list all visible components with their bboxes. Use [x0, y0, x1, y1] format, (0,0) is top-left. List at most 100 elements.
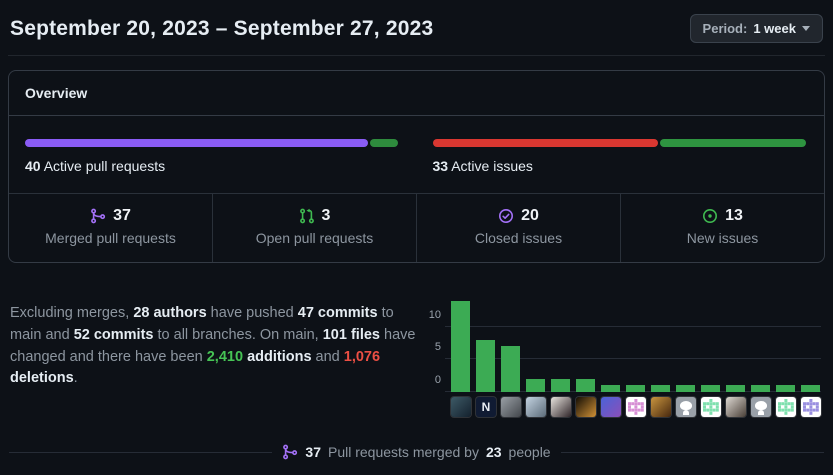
- active-issues-count: 33: [432, 158, 449, 174]
- commit-bar[interactable]: [626, 385, 645, 392]
- overview-panel: Overview 40 Active pull requests 33 Acti…: [8, 70, 825, 263]
- progress-segment-open: [370, 139, 399, 147]
- text-segment: Pull requests merged by: [328, 444, 479, 460]
- commit-bar[interactable]: [451, 300, 470, 392]
- contributor-avatar[interactable]: [801, 397, 821, 417]
- divider-line-left: [9, 451, 273, 453]
- y-axis-tick-label: 10: [428, 308, 441, 321]
- contributor-avatar[interactable]: N: [476, 397, 496, 417]
- overview-header: Overview: [9, 71, 824, 116]
- octocat-icon: [755, 401, 767, 410]
- commit-bar[interactable]: [601, 385, 620, 392]
- period-selector-button[interactable]: Period: 1 week: [689, 14, 823, 43]
- chart-plot-area: 0 5 10: [429, 294, 821, 392]
- bar-series: [451, 300, 820, 392]
- contributor-avatar[interactable]: [701, 397, 721, 417]
- progress-segment-closed: [432, 139, 659, 147]
- commit-bar[interactable]: [526, 378, 545, 392]
- contributor-avatar[interactable]: [651, 397, 671, 417]
- text-segment: 52 commits: [73, 326, 154, 343]
- contributor-avatar[interactable]: [526, 397, 546, 417]
- text-segment: have changed and there have been: [10, 326, 416, 365]
- stat-closed-issues[interactable]: 20 Closed issues: [416, 194, 620, 262]
- commit-bar[interactable]: [751, 385, 770, 392]
- git-merge-icon: [90, 208, 106, 224]
- commit-bar[interactable]: [701, 385, 720, 392]
- stat-label: Open pull requests: [255, 230, 374, 246]
- text-segment: 37: [305, 444, 321, 460]
- pull-requests-progress-bar: [25, 139, 401, 147]
- contributor-avatar[interactable]: [576, 397, 596, 417]
- identicon-pattern: [628, 399, 631, 402]
- text-segment: Excluding merges,: [10, 305, 134, 321]
- stat-merged-pull-requests[interactable]: 37 Merged pull requests: [9, 194, 212, 262]
- git-merge-icon: [282, 444, 298, 460]
- page-header: September 20, 2023 – September 27, 2023 …: [8, 10, 825, 56]
- contributor-avatar[interactable]: [601, 397, 621, 417]
- overview-stats: 37 Merged pull requests 3 Open pull request…: [9, 193, 824, 262]
- commit-bar[interactable]: [776, 385, 795, 392]
- progress-segment-new: [660, 139, 806, 147]
- contributor-avatar[interactable]: [751, 397, 771, 417]
- text-segment: 1,076: [343, 348, 381, 365]
- text-segment: to all branches. On main,: [153, 326, 323, 343]
- active-pull-requests-label: 40 Active pull requests: [25, 158, 166, 174]
- commit-bar[interactable]: [651, 385, 670, 392]
- commit-bar[interactable]: [676, 385, 695, 392]
- text-segment: 23: [485, 444, 502, 460]
- contributor-avatar[interactable]: [776, 397, 796, 417]
- stat-value: 37: [113, 207, 131, 224]
- gridline: [445, 358, 821, 360]
- stat-label: New issues: [686, 230, 759, 246]
- octocat-body: [683, 410, 689, 415]
- commit-bar[interactable]: [476, 339, 495, 392]
- commit-bar[interactable]: [551, 378, 570, 392]
- octocat-icon: [680, 401, 692, 410]
- summary-text: Excluding merges, 28 authors have pushed…: [10, 303, 416, 417]
- issue-opened-icon: [702, 208, 718, 224]
- page-title: September 20, 2023 – September 27, 2023: [10, 16, 434, 40]
- stat-open-pull-requests[interactable]: 3 Open pull requests: [212, 194, 416, 262]
- text-segment: people: [508, 444, 551, 460]
- commit-bar[interactable]: [501, 346, 520, 392]
- octocat-body: [758, 410, 764, 415]
- commits-chart: 0 5 10 N: [425, 294, 825, 417]
- progress-row: 40 Active pull requests 33 Active issues: [9, 116, 824, 193]
- identicon-pattern: [803, 399, 806, 402]
- period-value: 1 week: [753, 21, 796, 36]
- text-segment: 47 commits: [297, 305, 378, 321]
- stat-new-issues[interactable]: 13 New issues: [620, 194, 824, 262]
- gridline: [445, 325, 821, 327]
- commit-bar[interactable]: [576, 378, 595, 392]
- period-label: Period:: [702, 21, 748, 36]
- contributor-avatar[interactable]: [726, 397, 746, 417]
- text-segment: additions: [247, 348, 312, 365]
- contributor-avatar[interactable]: [676, 397, 696, 417]
- text-segment: to main and: [10, 305, 394, 343]
- content-row: Excluding merges, 28 authors have pushed…: [8, 279, 825, 417]
- y-axis-tick-label: 5: [434, 341, 441, 354]
- commit-bar[interactable]: [726, 385, 745, 392]
- stat-label: Merged pull requests: [45, 230, 176, 246]
- contributor-avatar[interactable]: [551, 397, 571, 417]
- identicon-pattern: [703, 399, 706, 402]
- text-segment: 101 files: [322, 326, 380, 343]
- issue-closed-icon: [498, 208, 514, 224]
- stat-label: Closed issues: [474, 230, 563, 246]
- active-issues-block: 33 Active issues: [417, 116, 825, 193]
- stat-value: 13: [725, 207, 743, 224]
- contributor-avatar[interactable]: [501, 397, 521, 417]
- contributor-avatar[interactable]: [626, 397, 646, 417]
- pulse-page: September 20, 2023 – September 27, 2023 …: [8, 10, 825, 460]
- y-axis-tick-label: 0: [434, 374, 441, 386]
- stat-value: 20: [521, 207, 539, 224]
- text-segment: have pushed: [206, 305, 298, 321]
- merged-summary: 37 Pull requests merged by 23 people: [8, 444, 825, 460]
- text-segment: 28 authors: [133, 305, 207, 321]
- divider-line-right: [560, 451, 825, 453]
- contributor-avatar[interactable]: [451, 397, 471, 417]
- text-segment: deletions: [10, 370, 74, 387]
- issues-progress-bar: [432, 139, 809, 147]
- progress-segment-merged: [25, 139, 369, 147]
- commit-bar[interactable]: [801, 385, 820, 392]
